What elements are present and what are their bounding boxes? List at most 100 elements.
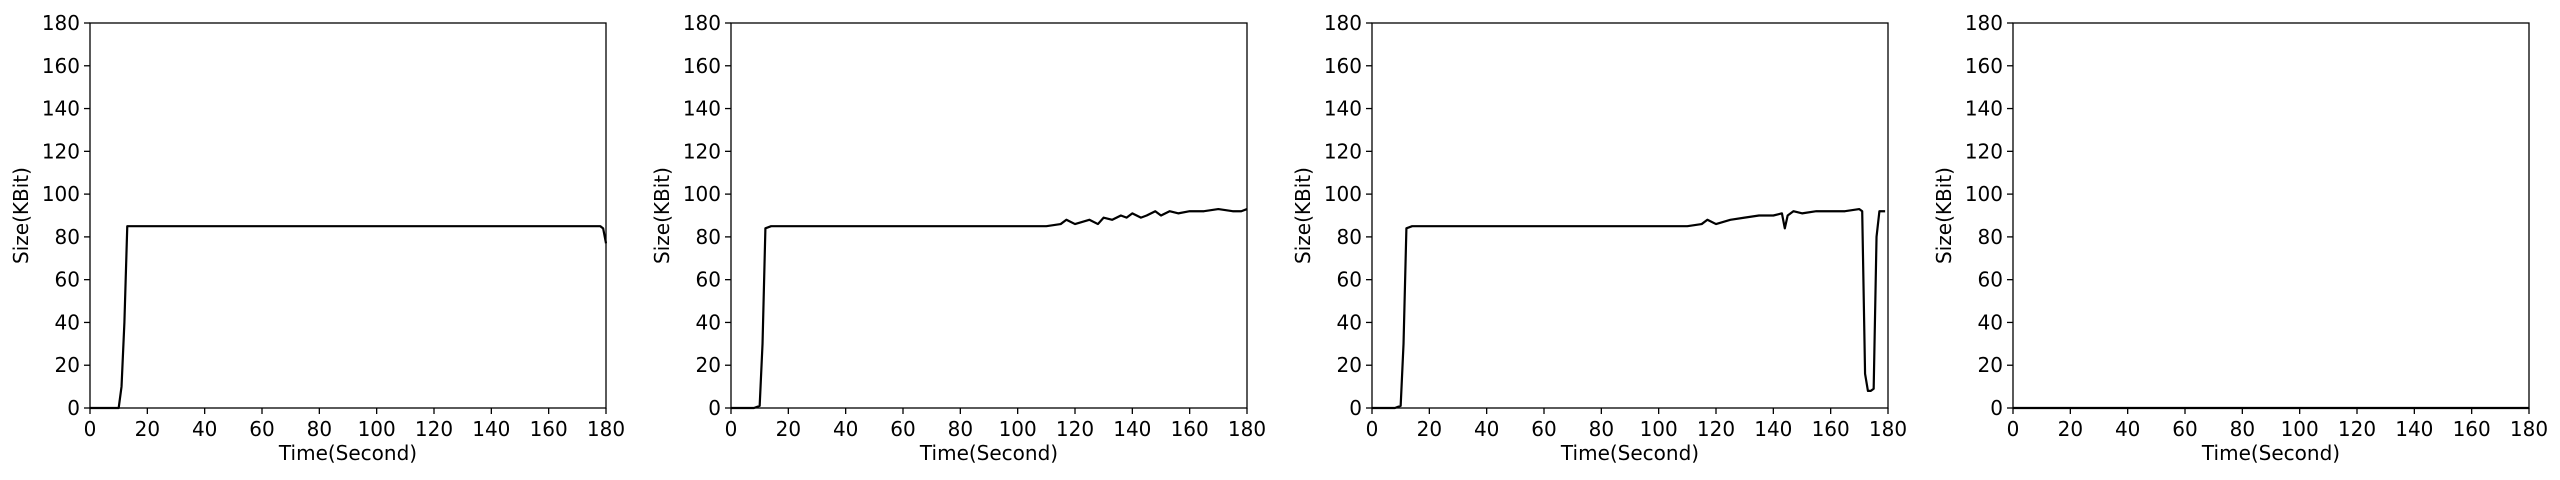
y-tick-label: 60 xyxy=(1337,268,1362,292)
x-tick-label: 100 xyxy=(2281,417,2319,441)
series-line xyxy=(1372,207,1886,410)
x-tick-label: 60 xyxy=(1531,417,1556,441)
x-tick-label: 160 xyxy=(1812,417,1850,441)
y-tick-label: 100 xyxy=(1965,182,2003,206)
y-tick-label: 60 xyxy=(1978,268,2003,292)
x-tick-label: 60 xyxy=(890,417,915,441)
y-tick-label: 160 xyxy=(1965,54,2003,78)
x-tick-label: 20 xyxy=(135,417,160,441)
y-tick-label: 180 xyxy=(683,11,721,35)
y-tick-label: 160 xyxy=(42,54,80,78)
y-tick-label: 160 xyxy=(683,54,721,78)
x-tick-label: 40 xyxy=(833,417,858,441)
x-tick-label: 60 xyxy=(249,417,274,441)
y-tick-label: 140 xyxy=(683,97,721,121)
x-axis-label: Time(Second) xyxy=(2201,441,2340,465)
y-tick-label: 60 xyxy=(55,268,80,292)
y-tick-label: 180 xyxy=(1324,11,1362,35)
y-tick-label: 100 xyxy=(1324,182,1362,206)
y-tick-label: 160 xyxy=(1324,54,1362,78)
x-tick-label: 40 xyxy=(192,417,217,441)
y-tick-label: 120 xyxy=(683,139,721,163)
x-tick-label: 40 xyxy=(2115,417,2140,441)
x-tick-label: 140 xyxy=(1754,417,1792,441)
x-tick-label: 120 xyxy=(2338,417,2376,441)
y-axis-label: Size(KBit) xyxy=(1291,167,1315,264)
y-tick-label: 40 xyxy=(1978,310,2003,334)
y-tick-label: 80 xyxy=(55,225,80,249)
y-tick-label: 0 xyxy=(67,396,80,420)
x-tick-label: 120 xyxy=(1056,417,1094,441)
x-axis-label: Time(Second) xyxy=(919,441,1058,465)
plot-frame xyxy=(89,22,607,409)
x-tick-label: 180 xyxy=(587,417,625,441)
x-tick-label: 160 xyxy=(2453,417,2491,441)
x-tick-label: 80 xyxy=(1589,417,1614,441)
chart-panel-3: 0 20 40 60 80 100 120 140 160 180 0 20 40 60 80 100 120 1… xyxy=(1291,11,1907,465)
x-tick-label: 40 xyxy=(1474,417,1499,441)
y-tick-label: 100 xyxy=(683,182,721,206)
x-tick-label: 160 xyxy=(1171,417,1209,441)
y-axis-label: Size(KBit) xyxy=(9,167,33,264)
x-tick-label: 80 xyxy=(2230,417,2255,441)
y-tick-label: 20 xyxy=(55,353,80,377)
x-tick-label: 180 xyxy=(1869,417,1907,441)
y-tick-label: 100 xyxy=(42,182,80,206)
plot-frame xyxy=(2012,22,2530,409)
y-tick-label: 0 xyxy=(1349,396,1362,420)
x-tick-label: 0 xyxy=(725,417,738,441)
y-axis-label: Size(KBit) xyxy=(1932,167,1956,264)
y-tick-label: 120 xyxy=(1965,139,2003,163)
y-axis-label: Size(KBit) xyxy=(650,167,674,264)
y-tick-label: 20 xyxy=(696,353,721,377)
y-tick-label: 40 xyxy=(1337,310,1362,334)
y-tick-label: 60 xyxy=(696,268,721,292)
y-tick-label: 20 xyxy=(1978,353,2003,377)
y-tick-label: 80 xyxy=(1337,225,1362,249)
plot-frame xyxy=(730,22,1248,409)
x-tick-label: 0 xyxy=(2007,417,2020,441)
x-tick-label: 0 xyxy=(1366,417,1379,441)
x-tick-label: 80 xyxy=(307,417,332,441)
chart-panel-4: 0 20 40 60 80 100 120 140 160 180 0 20 40 60 80 100 120 1… xyxy=(1932,11,2548,465)
x-tick-label: 20 xyxy=(776,417,801,441)
x-tick-label: 60 xyxy=(2172,417,2197,441)
chart-panel-1: 0 20 40 60 80 100 120 140 160 180 0 20 40 60 80 100 120 1… xyxy=(9,11,625,465)
x-tick-label: 80 xyxy=(948,417,973,441)
y-tick-label: 40 xyxy=(696,310,721,334)
x-tick-label: 20 xyxy=(1417,417,1442,441)
x-tick-label: 100 xyxy=(1640,417,1678,441)
chart-panel-2: 0 20 40 60 80 100 120 140 160 180 0 20 40 60 80 100 120 1… xyxy=(650,11,1266,465)
y-tick-label: 20 xyxy=(1337,353,1362,377)
x-tick-label: 100 xyxy=(999,417,1037,441)
x-tick-label: 100 xyxy=(358,417,396,441)
plot-frame xyxy=(1371,22,1889,409)
x-tick-label: 140 xyxy=(472,417,510,441)
y-tick-label: 80 xyxy=(1978,225,2003,249)
x-tick-label: 120 xyxy=(415,417,453,441)
y-tick-label: 120 xyxy=(1324,139,1362,163)
y-tick-label: 180 xyxy=(1965,11,2003,35)
x-tick-label: 120 xyxy=(1697,417,1735,441)
x-tick-label: 20 xyxy=(2058,417,2083,441)
y-tick-label: 0 xyxy=(1990,396,2003,420)
x-tick-label: 140 xyxy=(2395,417,2433,441)
y-tick-label: 80 xyxy=(696,225,721,249)
x-tick-label: 160 xyxy=(530,417,568,441)
series-line xyxy=(731,207,1248,410)
y-tick-label: 40 xyxy=(55,310,80,334)
series-line xyxy=(90,225,608,410)
x-axis-label: Time(Second) xyxy=(278,441,417,465)
y-tick-label: 0 xyxy=(708,396,721,420)
y-tick-label: 140 xyxy=(1324,97,1362,121)
y-tick-label: 140 xyxy=(1965,97,2003,121)
y-tick-label: 120 xyxy=(42,139,80,163)
x-tick-label: 0 xyxy=(84,417,97,441)
y-tick-label: 140 xyxy=(42,97,80,121)
x-tick-label: 140 xyxy=(1113,417,1151,441)
y-tick-label: 180 xyxy=(42,11,80,35)
x-tick-label: 180 xyxy=(2510,417,2548,441)
x-tick-label: 180 xyxy=(1228,417,1266,441)
x-axis-label: Time(Second) xyxy=(1560,441,1699,465)
